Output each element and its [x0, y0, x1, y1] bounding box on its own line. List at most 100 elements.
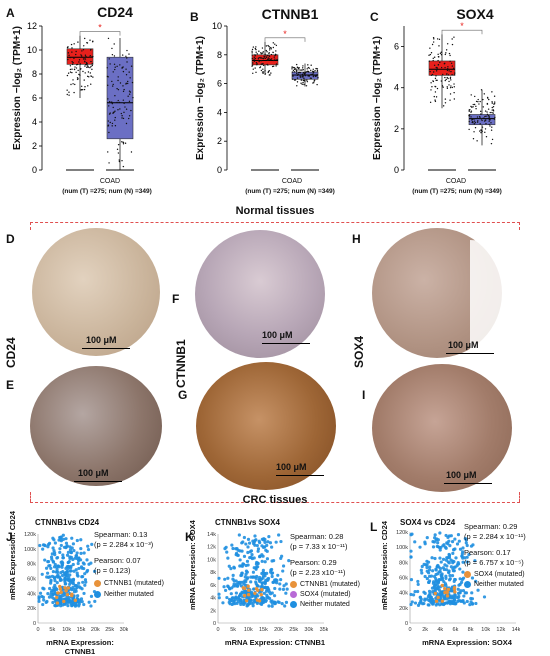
data-point — [70, 603, 74, 607]
data-point — [450, 70, 452, 73]
y-tick-label: 10 — [27, 45, 37, 55]
data-point — [128, 71, 130, 73]
data-point — [72, 61, 74, 64]
legend-item-sox4-mutated: SOX4 (mutated) — [290, 591, 351, 598]
mutated-point — [440, 583, 444, 588]
data-point — [124, 106, 126, 108]
data-point — [455, 564, 459, 568]
data-point — [77, 69, 79, 72]
data-point — [121, 160, 123, 162]
data-point — [461, 560, 465, 564]
data-point — [467, 552, 471, 557]
data-point — [436, 87, 439, 90]
x-tick-label: 6k — [453, 627, 459, 633]
data-point — [84, 580, 88, 584]
data-point — [265, 56, 268, 59]
data-point — [69, 578, 73, 582]
data-point — [431, 569, 435, 573]
data-point — [75, 71, 77, 74]
data-point — [446, 560, 450, 564]
mutated-point — [257, 599, 262, 603]
data-point — [316, 83, 318, 86]
data-point — [425, 563, 429, 567]
data-point — [76, 77, 79, 79]
data-point — [293, 71, 296, 73]
data-point — [230, 543, 234, 547]
y-tick-label: 0 — [394, 165, 399, 175]
data-point — [451, 86, 454, 89]
data-point — [450, 540, 455, 544]
data-point — [476, 116, 479, 118]
data-point — [117, 152, 120, 154]
legend-label: CTNNB1 (mutated) — [104, 580, 164, 587]
data-point — [470, 111, 472, 113]
data-point — [217, 576, 221, 580]
data-point — [87, 600, 91, 604]
data-point — [89, 604, 93, 608]
scale-bar-label: 100 μM — [276, 462, 307, 472]
data-point — [75, 53, 77, 56]
data-point — [484, 128, 487, 130]
data-point — [265, 557, 270, 561]
data-point — [49, 581, 53, 585]
mutated-point — [443, 586, 447, 591]
data-point — [303, 83, 305, 86]
chart-title: CTNNB1 — [261, 6, 319, 22]
data-point — [241, 540, 245, 544]
data-point — [93, 599, 97, 603]
data-point — [472, 106, 474, 108]
data-point — [475, 107, 477, 110]
data-point — [470, 597, 475, 601]
data-point — [46, 560, 51, 564]
data-point — [108, 58, 110, 60]
data-point — [127, 95, 129, 97]
data-point — [268, 52, 271, 54]
data-point — [281, 564, 286, 568]
data-point — [71, 47, 73, 49]
data-point — [252, 594, 256, 598]
data-point — [275, 65, 277, 67]
box-T — [428, 60, 456, 76]
data-point — [428, 565, 432, 569]
data-point — [238, 564, 242, 568]
data-point — [231, 577, 235, 581]
data-point — [246, 537, 251, 542]
data-point — [258, 50, 260, 52]
data-point — [438, 38, 441, 41]
data-point — [460, 554, 464, 558]
pearson-p: (p = 6.757 x 10⁻⁵) — [464, 558, 524, 567]
data-point — [307, 64, 309, 66]
spearman-p: (p = 7.33 x 10⁻¹¹) — [290, 542, 348, 551]
data-point — [439, 61, 441, 64]
data-point — [270, 545, 274, 549]
data-point — [295, 69, 297, 71]
data-point — [87, 85, 89, 87]
data-point — [251, 57, 254, 60]
data-point — [247, 541, 252, 545]
x-tick-label: 25k — [289, 627, 298, 633]
data-point — [461, 550, 465, 554]
data-point — [267, 71, 269, 74]
significance-bracket — [79, 31, 121, 36]
data-point — [238, 594, 242, 598]
y-tick-label: 10 — [212, 21, 222, 31]
scale-bar-label: 100 μM — [78, 468, 109, 478]
data-point — [446, 86, 448, 88]
x-axis-label: mRNA Expression: CTNNB1 — [224, 638, 326, 647]
data-point — [80, 600, 84, 604]
data-point — [108, 131, 110, 134]
data-point — [252, 72, 254, 75]
data-point — [307, 75, 309, 77]
data-point — [313, 79, 316, 81]
legend-label: Neither mutated — [474, 581, 524, 588]
data-point — [265, 45, 268, 47]
data-point — [91, 68, 93, 71]
data-point — [442, 596, 446, 601]
data-point — [285, 587, 289, 591]
data-point — [91, 63, 93, 65]
y-tick-label: 0 — [213, 621, 216, 627]
data-point — [428, 54, 430, 57]
data-point — [246, 545, 250, 549]
data-point — [470, 94, 472, 96]
data-point — [114, 66, 116, 68]
